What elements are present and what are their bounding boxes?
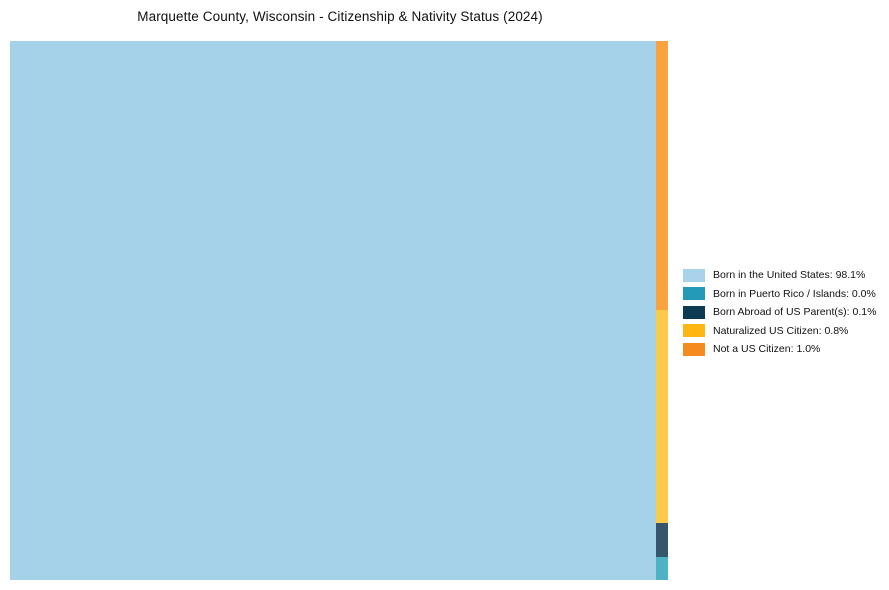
treemap-cell	[656, 557, 668, 580]
legend-swatch-icon	[683, 324, 705, 338]
treemap-cell	[10, 41, 656, 580]
legend-item-label: Born in Puerto Rico / Islands: 0.0%	[713, 287, 876, 300]
legend-item-label: Naturalized US Citizen: 0.8%	[713, 324, 849, 337]
legend-swatch-icon	[683, 342, 705, 356]
legend-item-label: Born in the United States: 98.1%	[713, 269, 866, 282]
legend-swatch-icon	[683, 268, 705, 282]
legend-item: Naturalized US Citizen: 0.8%	[683, 322, 876, 341]
treemap-cell	[656, 523, 668, 557]
legend-item-label: Born Abroad of US Parent(s): 0.1%	[713, 306, 877, 319]
legend-item: Born in the United States: 98.1%	[683, 266, 876, 285]
legend-item: Not a US Citizen: 1.0%	[683, 340, 876, 359]
chart-legend: Born in the United States: 98.1% Born in…	[683, 266, 876, 359]
chart-title: Marquette County, Wisconsin - Citizenshi…	[137, 9, 543, 24]
legend-swatch-icon	[683, 305, 705, 319]
legend-item-label: Not a US Citizen: 1.0%	[713, 343, 821, 356]
treemap-cell	[656, 41, 668, 310]
treemap-plot-area	[10, 41, 668, 580]
legend-item: Born in Puerto Rico / Islands: 0.0%	[683, 285, 876, 304]
legend-swatch-icon	[683, 287, 705, 301]
treemap-cell	[656, 310, 668, 523]
legend-item: Born Abroad of US Parent(s): 0.1%	[683, 303, 876, 322]
